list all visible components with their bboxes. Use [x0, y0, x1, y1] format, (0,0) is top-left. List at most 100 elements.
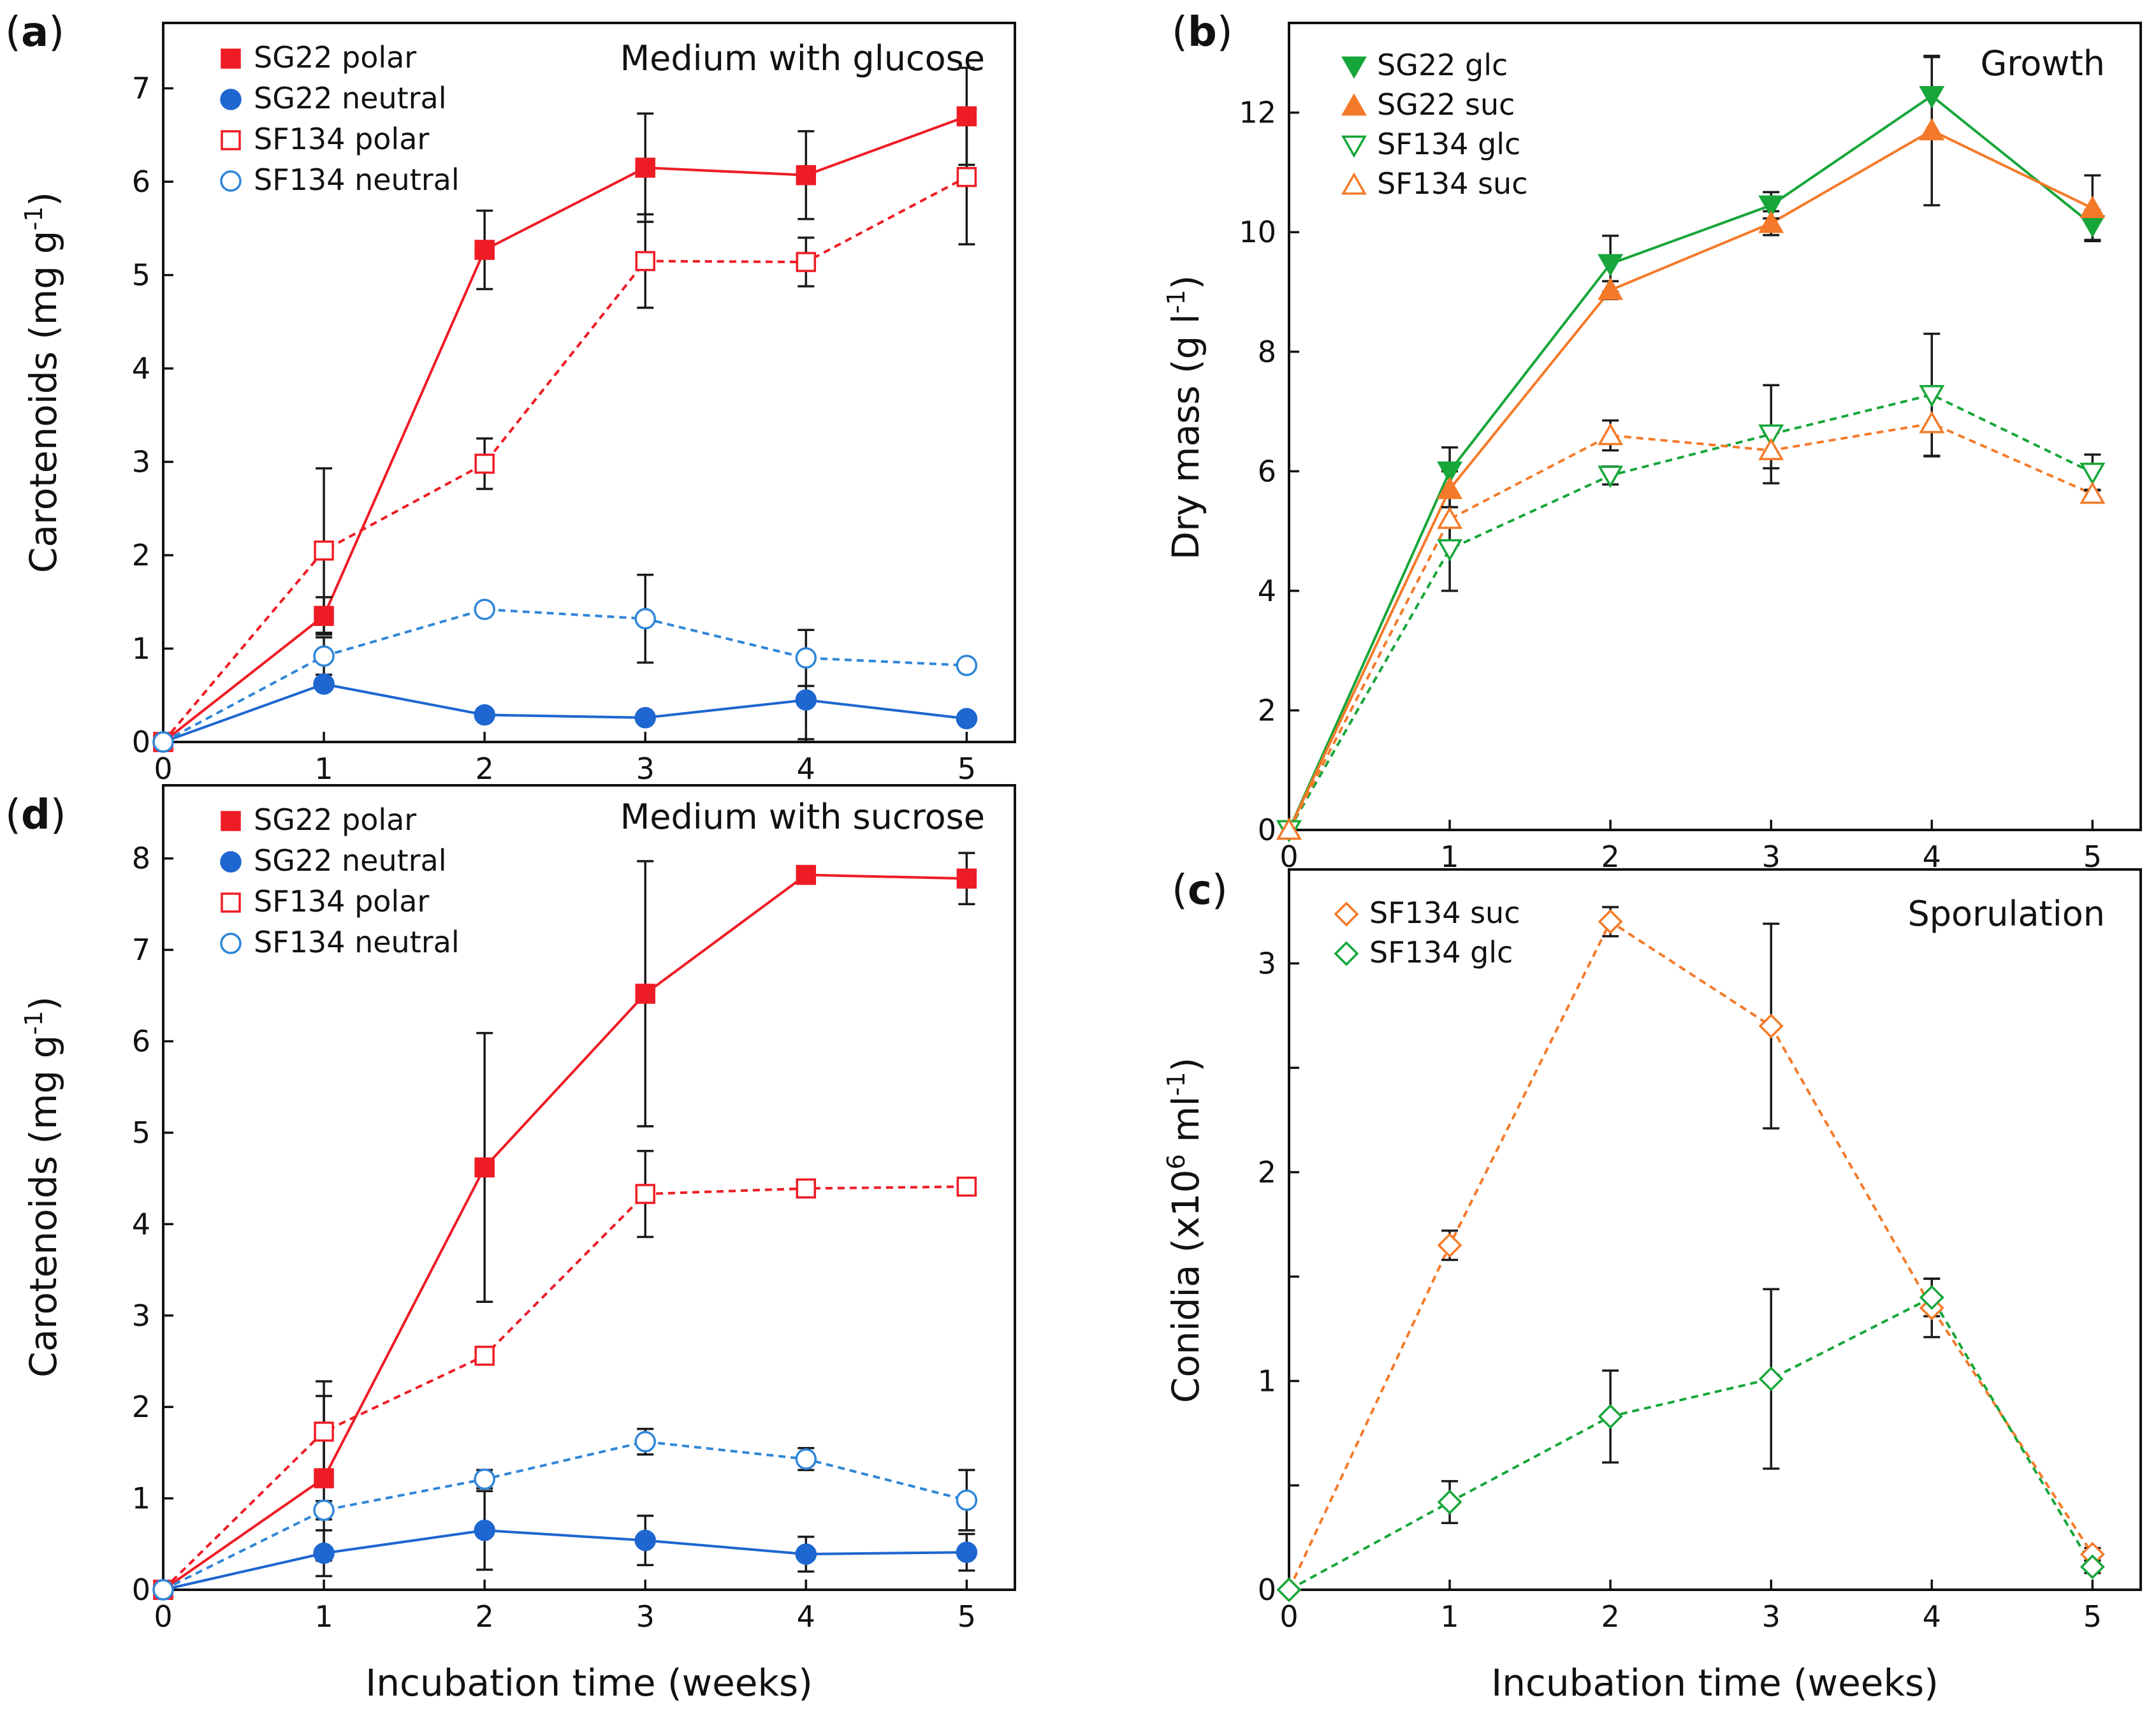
panel-d-series-0-line [162, 873, 967, 1591]
panel-a-ytick-label-7: 7 [132, 71, 150, 106]
panel-a-series-2-point-3 [635, 251, 655, 272]
panel-c-ticks: 0 1 2 3 4 5 0 1 2 3 [1258, 946, 2102, 1634]
panel-b-ytick-label-1: 2 [1258, 693, 1276, 727]
panel-d-xtick-label-3: 3 [636, 1599, 655, 1634]
panel-b-series-3-line [1288, 422, 2094, 831]
panel-a-series-1-point-3 [634, 707, 656, 729]
panel-d-ytick-label-6: 6 [132, 1024, 150, 1059]
panel-a-series-3-point-0 [152, 731, 174, 753]
panel-b-series-0-point-4 [1919, 86, 1945, 109]
panel-c-series-0-point-1 [1437, 1233, 1462, 1258]
panel-d-series-1-point-3 [634, 1529, 656, 1552]
panel-a-xtick-label-4: 4 [797, 752, 815, 786]
panel-c-xtick-label-2: 2 [1601, 1599, 1620, 1634]
panel-a-legend-label-0: SG22 polar [254, 40, 416, 75]
panel-d-ylabel: Carotenoids (mg g-1) [20, 996, 65, 1378]
panel-b-series-2-line [1288, 393, 2094, 831]
panel-c-ytick-label-4: 2 [1258, 1155, 1276, 1189]
panel-a-title: Medium with glucose [620, 38, 985, 78]
panel-d-series-0-point-5 [956, 868, 977, 889]
panel-b-series-2-point-3 [1758, 424, 1784, 447]
panel-a-xtick-label-5: 5 [958, 752, 976, 786]
panel-b-series-2-point-2 [1598, 465, 1624, 488]
panel-c-series-0-line [1288, 919, 2094, 1590]
panel-a-series-0-point-4 [796, 165, 817, 185]
panel-d-series-0-point-2 [474, 1157, 495, 1178]
panel-b-series-2-point-5 [2080, 462, 2106, 485]
panel-d-legend-label-2: SF134 polar [254, 884, 429, 919]
panel-d-legend-marker-2 [221, 892, 241, 913]
panel-d-ytick-label-5: 5 [132, 1116, 150, 1150]
panel-c-series-1-point-4 [1919, 1284, 1944, 1310]
panel-a-series-0-point-1 [314, 606, 334, 626]
panel-b-frame [1288, 22, 2142, 831]
panel-c-ytick-label-6: 3 [1258, 946, 1276, 980]
panel-d-series-2-point-5 [956, 1176, 977, 1197]
panel-d-ticks: 0 1 2 3 4 5 0 1 2 3 4 5 6 7 8 [132, 841, 976, 1634]
panel-d-series-2-point-1 [314, 1421, 334, 1442]
panel-d-title: Medium with sucrose [620, 797, 985, 837]
panel-b-legend-label-1: SG22 suc [1377, 87, 1515, 122]
panel-d-xtick-label-2: 2 [476, 1599, 494, 1634]
panel-a-ytick-label-2: 2 [132, 538, 150, 572]
panel-b-series-2-point-4 [1919, 384, 1945, 407]
panel-a-series-1-point-4 [795, 689, 817, 711]
panel-b-series-0-line [1288, 94, 2094, 831]
panel-d-series-2-point-3 [635, 1184, 655, 1204]
panel-a-series-3-point-1 [313, 645, 335, 667]
panel-d-series [152, 852, 978, 1601]
panel-d-series-2-line [162, 1185, 967, 1591]
panel-b-series-1-point-3 [1758, 210, 1784, 233]
panel-c-title: Sporulation [1907, 894, 2105, 934]
panel-a-series-0-point-2 [474, 240, 495, 260]
panel-d-series-2-point-4 [796, 1178, 817, 1199]
panel-a-ytick-label-1: 1 [132, 632, 150, 666]
panel-c-ytick-label-2: 1 [1258, 1363, 1276, 1398]
panel-a-series-2-line [162, 175, 968, 743]
panel-d-series-1-point-1 [313, 1542, 335, 1564]
panel-b-series-3-point-4 [1919, 411, 1945, 433]
panel-c-legend-label-1: SF134 glc [1369, 935, 1513, 970]
panel-c-ytick-label-0: 0 [1258, 1573, 1276, 1607]
panel-d-ytick-label-3: 3 [132, 1298, 150, 1333]
panel-a-series-0-point-3 [635, 157, 655, 178]
panel-d-series-2-point-2 [474, 1346, 495, 1366]
panel-c-xtick-label-3: 3 [1762, 1599, 1781, 1634]
panel-a-series [152, 66, 978, 753]
panel-b-legend-marker-2 [1341, 135, 1367, 158]
panel-a-series-2-point-5 [956, 166, 977, 187]
panel-c-series-1-point-5 [2080, 1554, 2105, 1580]
panel-a-ytick-label-6: 6 [132, 164, 150, 199]
panel-c-xtick-label-4: 4 [1923, 1599, 1941, 1634]
panel-d-frame [162, 784, 1016, 1591]
panel-d-series-1-point-2 [474, 1520, 495, 1541]
panel-b-legend-marker-0 [1341, 56, 1367, 79]
panel-b-legend-label-2: SF134 glc [1377, 127, 1520, 161]
panel-a-legend-label-2: SF134 polar [254, 122, 429, 156]
panel-d-legend-marker-3 [220, 933, 242, 954]
panel-d-xlabel: Incubation time (weeks) [365, 1661, 813, 1705]
panel-b-series-0-point-2 [1598, 254, 1624, 277]
panel-a-legend-label-1: SG22 neutral [254, 81, 447, 115]
panel-a-legend: SG22 polar SG22 neutral SF134 polar SF134 n… [220, 40, 460, 197]
panel-a-series-0-line [162, 115, 968, 743]
panel-b-series-3-point-1 [1437, 506, 1463, 529]
panel-d-series-3-point-3 [634, 1430, 656, 1453]
panel-a-xtick-label-2: 2 [476, 752, 494, 786]
panel-c-series-1-point-1 [1437, 1489, 1462, 1515]
panel-a-legend-marker-2 [221, 130, 241, 150]
panel-d-series-0-point-1 [314, 1468, 334, 1488]
panel-b-series-1-point-2 [1598, 277, 1624, 300]
panel-b-legend-label-3: SF134 suc [1377, 166, 1528, 201]
panel-b-ytick-label-0: 0 [1258, 813, 1276, 847]
panel-a-series-3-point-4 [795, 647, 817, 669]
panel-d-series-3-point-2 [474, 1468, 495, 1490]
panel-a-ytick-label-5: 5 [132, 258, 150, 293]
panel-c-label: (c) [1172, 867, 1228, 914]
panel-b-series-3-point-3 [1758, 437, 1784, 460]
panel-a-series-3-point-2 [474, 599, 495, 620]
panel-d-ytick-label-4: 4 [132, 1207, 150, 1241]
panel-d-ytick-label-1: 1 [132, 1481, 150, 1516]
panel-b-ytick-label-6: 12 [1239, 96, 1276, 130]
